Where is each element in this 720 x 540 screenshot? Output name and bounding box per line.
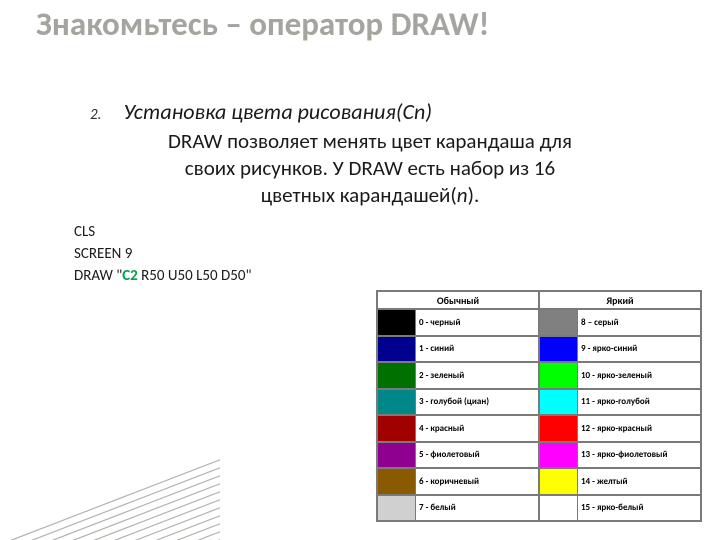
palette-row: 6 - коричневый 14 - желтый: [377, 468, 701, 495]
palette-cell-left: 0 - черный: [377, 309, 539, 336]
palette-cell-left: 3 - голубой (циан): [377, 389, 539, 416]
color-swatch: [378, 363, 416, 388]
color-swatch: [540, 496, 578, 521]
color-label: 0 - черный: [416, 310, 538, 335]
subtitle: Установка цвета рисования(Сn): [123, 98, 432, 125]
palette-cell-right: 12 - ярко-красный: [539, 415, 701, 442]
palette-cell-right: 8 – серый: [539, 309, 701, 336]
color-label: 1 - синий: [416, 337, 538, 362]
body-paragraph: DRAW позволяет менять цвет карандаша для…: [74, 128, 666, 209]
palette-cell-left: 5 - фиолетовый: [377, 442, 539, 469]
palette-cell-left: 6 - коричневый: [377, 468, 539, 495]
code-block: CLS SCREEN 9 DRAW "C2 R50 U50 L50 D50": [74, 222, 251, 287]
code-line-1: CLS: [74, 222, 251, 244]
body-line-1: DRAW позволяет менять цвет карандаша для: [168, 128, 572, 154]
code-line-2: SCREEN 9: [74, 244, 251, 266]
color-swatch: [378, 416, 416, 441]
palette-row: 5 - фиолетовый 13 - ярко-фиолетовый: [377, 442, 701, 469]
palette-row: 2 - зеленый 10 - ярко-зеленый: [377, 362, 701, 389]
color-label: 7 - белый: [416, 496, 538, 521]
palette-cell-right: 11 - ярко-голубой: [539, 389, 701, 416]
body-line-3a: цветных карандашей(: [261, 182, 457, 208]
code-line-3: DRAW "C2 R50 U50 L50 D50": [74, 266, 251, 288]
color-swatch: [378, 390, 416, 415]
palette-cell-right: 14 - желтый: [539, 468, 701, 495]
color-swatch: [378, 443, 416, 468]
code-c2-highlight: C2: [122, 267, 138, 285]
color-palette-table: Обычный Яркий 0 - черный8 – серый1 - син…: [376, 290, 702, 522]
body-line-3b: ).: [468, 182, 480, 208]
palette-header-left: Обычный: [377, 291, 539, 309]
body-line-2: своих рисунков. У DRAW есть набор из 16: [185, 155, 555, 181]
color-label: 10 - ярко-зеленый: [578, 363, 700, 388]
color-swatch: [540, 337, 578, 362]
code-l3-a: DRAW ": [74, 267, 122, 285]
palette-cell-left: 2 - зеленый: [377, 362, 539, 389]
color-swatch: [378, 310, 416, 335]
color-label: 13 - ярко-фиолетовый: [578, 443, 700, 468]
palette-cell-right: 13 - ярко-фиолетовый: [539, 442, 701, 469]
color-label: 6 - коричневый: [416, 469, 538, 494]
palette-cell-left: 4 - красный: [377, 415, 539, 442]
code-l3-b: R50 U50 L50 D50": [138, 267, 252, 285]
palette-cell-left: 1 - синий: [377, 336, 539, 363]
color-swatch: [540, 363, 578, 388]
palette-cell-right: 15 - ярко-белый: [539, 495, 701, 522]
color-swatch: [378, 337, 416, 362]
palette-header-right: Яркий: [539, 291, 701, 309]
color-label: 15 - ярко-белый: [578, 496, 700, 521]
color-swatch: [540, 416, 578, 441]
color-label: 12 - ярко-красный: [578, 416, 700, 441]
color-label: 3 - голубой (циан): [416, 390, 538, 415]
palette-rows: 0 - черный 8 – серый 1 - синий 9 - ярко-син…: [377, 309, 701, 521]
list-number: 2.: [90, 106, 101, 124]
slide-title: Знакомьтесь – оператор DRAW!: [36, 6, 686, 44]
color-label: 9 - ярко-синий: [578, 337, 700, 362]
hatch-lines-icon: [0, 440, 220, 540]
color-label: 11 - ярко-голубой: [578, 390, 700, 415]
palette-cell-right: 10 - ярко-зеленый: [539, 362, 701, 389]
color-label: 2 - зеленый: [416, 363, 538, 388]
corner-decoration: [0, 440, 220, 540]
color-swatch: [378, 469, 416, 494]
color-label: 14 - желтый: [578, 469, 700, 494]
palette-cell-left: 7 - белый: [377, 495, 539, 522]
color-label: 5 - фиолетовый: [416, 443, 538, 468]
color-swatch: [540, 443, 578, 468]
color-label: 8 – серый: [578, 310, 700, 335]
palette-row: 1 - синий 9 - ярко-синий: [377, 336, 701, 363]
body-n-italic: n: [457, 182, 468, 208]
color-swatch: [540, 310, 578, 335]
color-swatch: [378, 496, 416, 521]
color-swatch: [540, 390, 578, 415]
palette-row: 7 - белый 15 - ярко-белый: [377, 495, 701, 522]
palette-row: 3 - голубой (циан) 11 - ярко-голубой: [377, 389, 701, 416]
color-label: 4 - красный: [416, 416, 538, 441]
color-swatch: [540, 469, 578, 494]
subtitle-row: 2. Установка цвета рисования(Сn): [90, 98, 650, 125]
palette-row: 0 - черный 8 – серый: [377, 309, 701, 336]
palette-header: Обычный Яркий: [377, 291, 701, 309]
palette-cell-right: 9 - ярко-синий: [539, 336, 701, 363]
palette-row: 4 - красный 12 - ярко-красный: [377, 415, 701, 442]
